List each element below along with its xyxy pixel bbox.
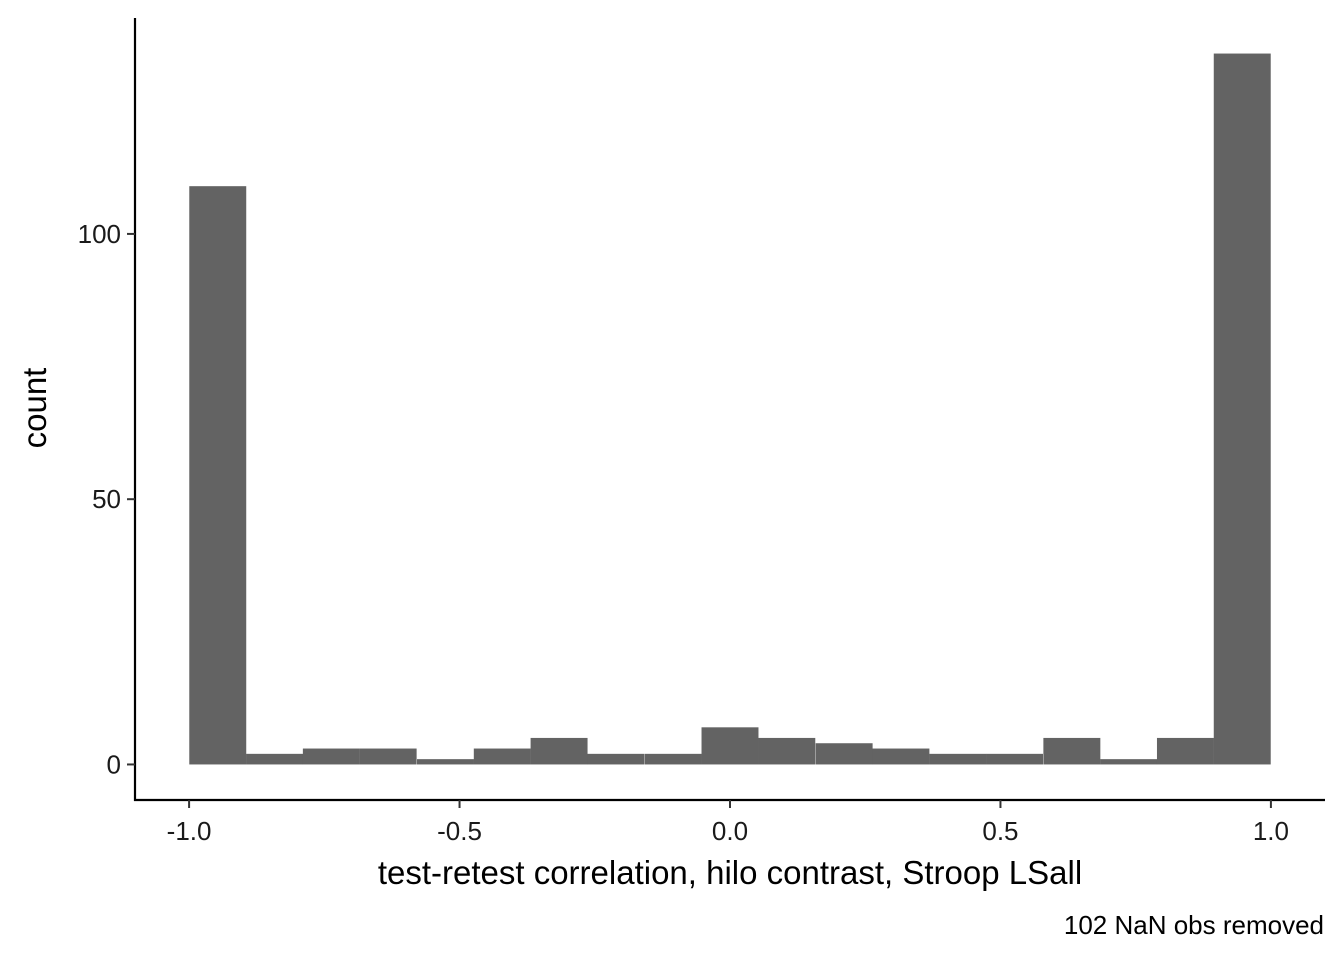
histogram-bar-9: [701, 727, 759, 765]
histogram-bar-16: [1100, 759, 1158, 765]
y-tick-label-0: 0: [107, 749, 121, 779]
histogram-bar-4: [417, 759, 474, 765]
y-ticks-group: 0 50 100: [78, 219, 135, 779]
histogram-bar-0: [189, 186, 247, 765]
y-tick-label-1: 50: [92, 484, 121, 514]
histogram-bar-18: [1213, 53, 1271, 765]
y-tick-label-2: 100: [78, 219, 121, 249]
histogram-bar-1: [246, 753, 304, 765]
histogram-bar-7: [587, 753, 645, 765]
histogram-bar-5: [473, 748, 531, 765]
histogram-bar-10: [758, 737, 816, 765]
bars-group: [189, 53, 1271, 765]
x-tick-label-3: 0.5: [982, 816, 1018, 846]
histogram-bar-14: [986, 753, 1043, 765]
x-tick-label-4: 1.0: [1253, 816, 1289, 846]
histogram-bar-13: [929, 753, 987, 765]
histogram-bar-15: [1043, 737, 1101, 765]
y-axis-title: count: [16, 368, 53, 449]
x-tick-label-1: -0.5: [437, 816, 482, 846]
x-tick-label-0: -1.0: [167, 816, 212, 846]
x-axis-title: test-retest correlation, hilo contrast, …: [378, 854, 1082, 891]
histogram-bar-11: [815, 743, 873, 765]
histogram-bar-8: [644, 753, 702, 765]
histogram-bar-12: [872, 748, 930, 765]
x-ticks-group: -1.0 -0.5 0.0 0.5 1.0: [167, 800, 1289, 846]
histogram-bar-17: [1156, 737, 1214, 765]
x-tick-label-2: 0.0: [712, 816, 748, 846]
histogram-bar-3: [359, 748, 417, 765]
caption-nan-removed: 102 NaN obs removed: [1064, 910, 1324, 940]
histogram-bar-6: [530, 737, 588, 765]
histogram-bar-2: [302, 748, 360, 765]
